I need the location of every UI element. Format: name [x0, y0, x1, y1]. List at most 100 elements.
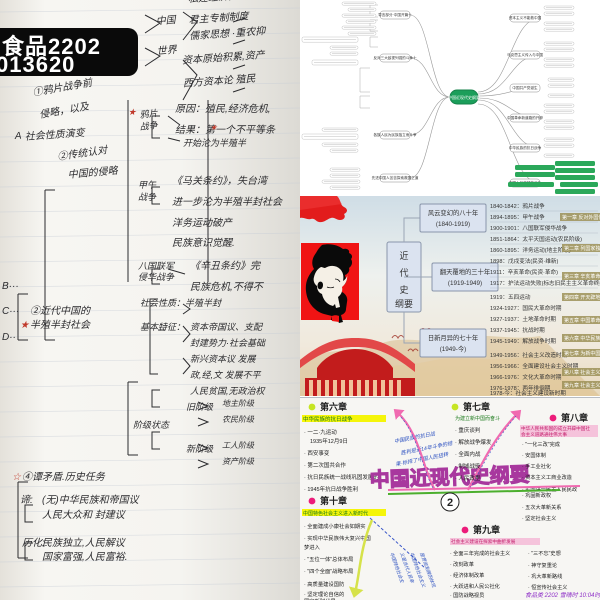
svg-text:资产阶级: 资产阶级 — [222, 457, 255, 466]
svg-text:· 五次大革新关系: · 五次大革新关系 — [522, 503, 561, 511]
svg-text:开始沦为半殖半: 开始沦为半殖半 — [183, 138, 247, 148]
svg-text:②近代中国的: ②近代中国的 — [30, 305, 91, 317]
svg-text:· 西安事变: · 西安事变 — [304, 449, 330, 457]
svg-text:世界: 世界 — [156, 44, 178, 58]
svg-text:· 坚定社会主义: · 坚定社会主义 — [522, 514, 556, 522]
svg-text:· 经济体制改革: · 经济体制改革 — [450, 571, 484, 579]
svg-text:近: 近 — [399, 250, 408, 261]
svg-text:第九章 社会主义建设探索: 第九章 社会主义建设探索 — [564, 382, 600, 389]
svg-text:A: A — [14, 131, 23, 142]
svg-text:第四章 开天辟地的大事变: 第四章 开天辟地的大事变 — [564, 294, 600, 301]
svg-text:中国近现代史纲要: 中国近现代史纲要 — [448, 94, 480, 100]
svg-text:1851-1864：太平天国运动(农民阶级): 1851-1864：太平天国运动(农民阶级) — [490, 235, 582, 243]
svg-text:会主义道路通往伟大事: 会主义道路通往伟大事 — [521, 431, 567, 438]
svg-text:反对三大敌视列强的斗争十: 反对三大敌视列强的斗争十 — [373, 55, 417, 60]
svg-text:D··: D·· — [2, 332, 16, 343]
svg-text:· 重庆谈判: · 重庆谈判 — [455, 426, 480, 434]
svg-text:★: ★ — [20, 320, 30, 331]
svg-text:· 全面建成小康社会如期实: · 全面建成小康社会如期实 — [304, 522, 366, 530]
svg-text:· 安国体制: · 安国体制 — [522, 451, 546, 459]
svg-text:第八章: 第八章 — [561, 412, 588, 423]
svg-text:· 抗日民族统一战线巩固发展的: · 抗日民族统一战线巩固发展的 — [304, 473, 379, 481]
svg-text:☆: ☆ — [12, 472, 22, 483]
svg-text:(1840-1919): (1840-1919) — [436, 221, 470, 228]
svg-text:社会主义建设在探索中曲折发展: 社会主义建设在探索中曲折发展 — [451, 538, 516, 545]
svg-text:· 人民政里: · 人民政里 — [455, 474, 481, 482]
svg-text:人民贫国,无政治权: 人民贫国,无政治权 — [190, 386, 267, 396]
svg-text:中国特色社会主义进入新时代: 中国特色社会主义进入新时代 — [303, 510, 368, 517]
svg-text:中华民族的抗日战争: 中华民族的抗日战争 — [509, 145, 542, 150]
svg-text:民族危机,不得不: 民族危机,不得不 — [190, 281, 265, 293]
svg-text:· 全面三年完成的社会主义: · 全面三年完成的社会主义 — [450, 549, 510, 557]
svg-text:甲午: 甲午 — [138, 180, 157, 190]
svg-text:第二章 列国家独立路: 第二章 列国家独立路 — [564, 245, 600, 252]
svg-text:2: 2 — [447, 497, 453, 509]
svg-text:· 高质量建设国防: · 高质量建设国防 — [304, 580, 345, 588]
svg-text:马克思主义传入与中国: 马克思主义传入与中国 — [507, 52, 543, 57]
svg-text:1894-1895：甲午战争: 1894-1895：甲午战争 — [490, 213, 545, 221]
svg-text:风云变幻的八十年: 风云变幻的八十年 — [428, 208, 478, 217]
svg-text:侵华战争: 侵华战争 — [138, 272, 175, 282]
svg-text:结果：第一个不平等条: 结果：第一个不平等条 — [175, 124, 276, 136]
svg-text:· 1945年抗日战争胜利: · 1945年抗日战争胜利 — [304, 485, 358, 493]
svg-text:资本帝国议、支配: 资本帝国议、支配 — [190, 322, 264, 332]
svg-text:· 资本主义工商业改造: · 资本主义工商业改造 — [522, 473, 573, 481]
svg-text:· 国防战略视员: · 国防战略视员 — [450, 591, 484, 599]
svg-text:· 巩固新政权: · 巩固新政权 — [522, 491, 552, 499]
svg-text:中国共产党诞生: 中国共产党诞生 — [512, 85, 538, 90]
svg-text:进一步沦为半殖半封社会: 进一步沦为半殖半封社会 — [172, 196, 283, 208]
svg-text:1937-1945：抗战时期: 1937-1945：抗战时期 — [490, 326, 545, 334]
svg-text:新阶级: 新阶级 — [186, 444, 214, 454]
svg-text:1945-1949：解放战争时期: 1945-1949：解放战争时期 — [490, 337, 556, 345]
svg-text:第九章: 第九章 — [473, 524, 500, 535]
svg-text:(1949-今): (1949-今) — [440, 344, 467, 353]
svg-text:民族独立,人民解议: 民族独立,人民解议 — [42, 537, 127, 549]
svg-text:第六章 中华民族抗日战争: 第六章 中华民族抗日战争 — [564, 335, 600, 342]
svg-text:民族意识觉醒.: 民族意识觉醒. — [172, 237, 235, 249]
svg-text:1919：五四运动: 1919：五四运动 — [490, 293, 531, 301]
svg-text:资本主义不能救中国: 资本主义不能救中国 — [509, 15, 542, 20]
svg-text:中华民族的抗日战争: 中华民族的抗日战争 — [303, 415, 353, 423]
svg-text:(无)中华民族和帝国议: (无)中华民族和帝国议 — [42, 494, 141, 506]
svg-text:· 全面内战: · 全面内战 — [455, 450, 481, 458]
svg-text:第七章 为新中国而奋斗: 第七章 为新中国而奋斗 — [564, 350, 600, 357]
svg-text:1927-1937：土地革命时期: 1927-1937：土地革命时期 — [490, 315, 556, 323]
svg-text:· 手工业社化: · 手工业社化 — [522, 462, 551, 470]
svg-text:· "五位一体"总体布局: · "五位一体"总体布局 — [304, 555, 353, 563]
svg-text:地主阶级: 地主阶级 — [222, 399, 255, 408]
svg-text:· 巩大革新路线: · 巩大革新路线 — [528, 572, 562, 580]
svg-text:1978-今：社会主义建设新时期: 1978-今：社会主义建设新时期 — [490, 389, 566, 396]
svg-text:先进中国人苦苦探索救国之道: 先进中国人苦苦探索救国之道 — [372, 175, 419, 180]
svg-text:C···: C··· — [2, 306, 19, 317]
svg-text:工人阶级: 工人阶级 — [222, 441, 255, 450]
svg-text:· 实现中华民族伟大复兴中国: · 实现中华民族伟大复兴中国 — [304, 534, 371, 542]
svg-text:日新月异的七十年: 日新月异的七十年 — [428, 333, 478, 342]
svg-text:战争: 战争 — [138, 192, 157, 202]
svg-text:导言部分·中国开篇十: 导言部分·中国开篇十 — [378, 12, 412, 17]
svg-text:梦进入: 梦进入 — [304, 543, 321, 551]
svg-text:· 第二次国共合作: · 第二次国共合作 — [304, 461, 346, 469]
svg-text:基本特征：: 基本特征： — [140, 322, 185, 332]
svg-text:封建势力·社会基础: 封建势力·社会基础 — [190, 338, 266, 348]
svg-text:原因：殖民,经济危机,: 原因：殖民,经济危机, — [175, 103, 271, 115]
svg-text:第八章 社会主义基本制度: 第八章 社会主义基本制度 — [564, 369, 600, 376]
svg-text:1898：戊戌变法(民资·维新): 1898：戊戌变法(民资·维新) — [490, 257, 559, 265]
svg-text:· 大跃进和人民公社化: · 大跃进和人民公社化 — [450, 582, 500, 590]
svg-text:④谭矛盾.历史任务: ④谭矛盾.历史任务 — [22, 471, 106, 483]
svg-text:1917：护法运动失败(标志旧民主主义革命终结): 1917：护法运动失败(标志旧民主主义革命终结) — [490, 279, 600, 287]
svg-text:1900-1901：八国联军侵华战争: 1900-1901：八国联军侵华战争 — [490, 224, 568, 232]
svg-text:第一章 反对外国侵略的斗争: 第一章 反对外国侵略的斗争 — [562, 214, 600, 221]
svg-text:· 制域战役: · 制域战役 — [455, 462, 481, 470]
svg-text:新兴资本议 发展: 新兴资本议 发展 — [190, 354, 257, 364]
svg-text:纲要: 纲要 — [395, 298, 413, 309]
svg-text:· "一化三改"完成: · "一化三改"完成 — [522, 440, 560, 448]
svg-text:★: ★ — [128, 107, 137, 117]
svg-text:政,经,文 发展不平: 政,经,文 发展不平 — [190, 370, 262, 380]
svg-text:· 一二·九运动: · 一二·九运动 — [304, 428, 337, 436]
svg-text:半殖半封社会: 半殖半封社会 — [30, 319, 91, 331]
svg-text:1860-1895：洋务运动(地主阶级): 1860-1895：洋务运动(地主阶级) — [490, 246, 571, 254]
svg-text:1840-1842：鸦片战争: 1840-1842：鸦片战争 — [490, 202, 545, 210]
svg-text:八国联军: 八国联军 — [138, 261, 176, 271]
svg-text:· 坚定理论自信的: · 坚定理论自信的 — [304, 590, 344, 598]
svg-text:阶级状态: 阶级状态 — [133, 420, 171, 430]
